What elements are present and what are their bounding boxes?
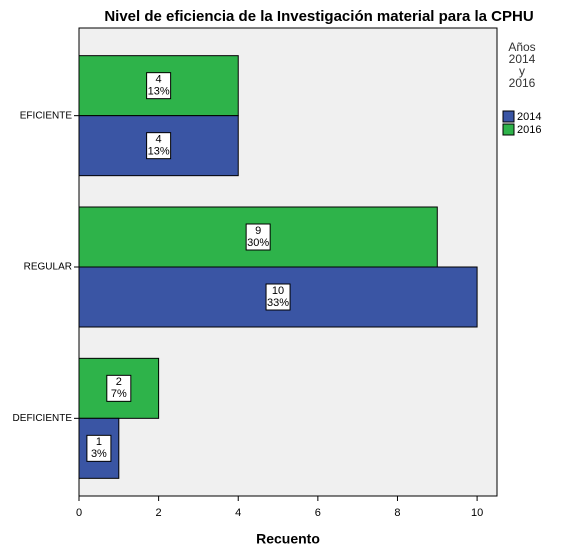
data-label: 10 — [272, 285, 284, 297]
x-tick-label: 2 — [156, 507, 162, 519]
x-tick-label: 8 — [394, 507, 400, 519]
x-tick-label: 4 — [235, 507, 241, 519]
data-label-box — [265, 283, 291, 311]
legend-title: Años 2014 y 2016 — [508, 40, 535, 90]
data-label-percent: 30% — [247, 237, 269, 249]
data-label: 9 — [255, 225, 261, 237]
data-label-percent: 3% — [91, 448, 107, 460]
legend-label: 2016 — [517, 124, 541, 136]
data-label-percent: 33% — [267, 297, 289, 309]
data-label-box — [146, 132, 172, 160]
y-tick-label: EFICIENTE — [20, 110, 73, 121]
data-label-box — [86, 434, 112, 462]
data-label-box — [146, 72, 172, 100]
data-label: 4 — [156, 134, 162, 146]
chart-title: Nivel de eficiencia de la Investigación … — [104, 8, 533, 25]
legend-label: 2014 — [517, 111, 541, 123]
data-label: 1 — [96, 436, 102, 448]
y-tick-label: DEFICIENTE — [13, 413, 73, 424]
data-label-box — [245, 223, 271, 251]
x-tick-label: 0 — [76, 507, 82, 519]
y-tick-label: REGULAR — [24, 262, 72, 273]
data-label-percent: 7% — [111, 388, 127, 400]
data-label: 4 — [156, 74, 162, 86]
data-label-percent: 13% — [148, 86, 170, 98]
data-label-percent: 13% — [148, 146, 170, 158]
x-axis-label: Recuento — [256, 531, 320, 546]
x-tick-label: 6 — [315, 507, 321, 519]
data-label: 2 — [116, 376, 122, 388]
x-tick-label: 10 — [471, 507, 483, 519]
data-label-box — [106, 374, 132, 402]
legend-swatch — [502, 110, 515, 123]
legend-swatch — [502, 123, 515, 136]
